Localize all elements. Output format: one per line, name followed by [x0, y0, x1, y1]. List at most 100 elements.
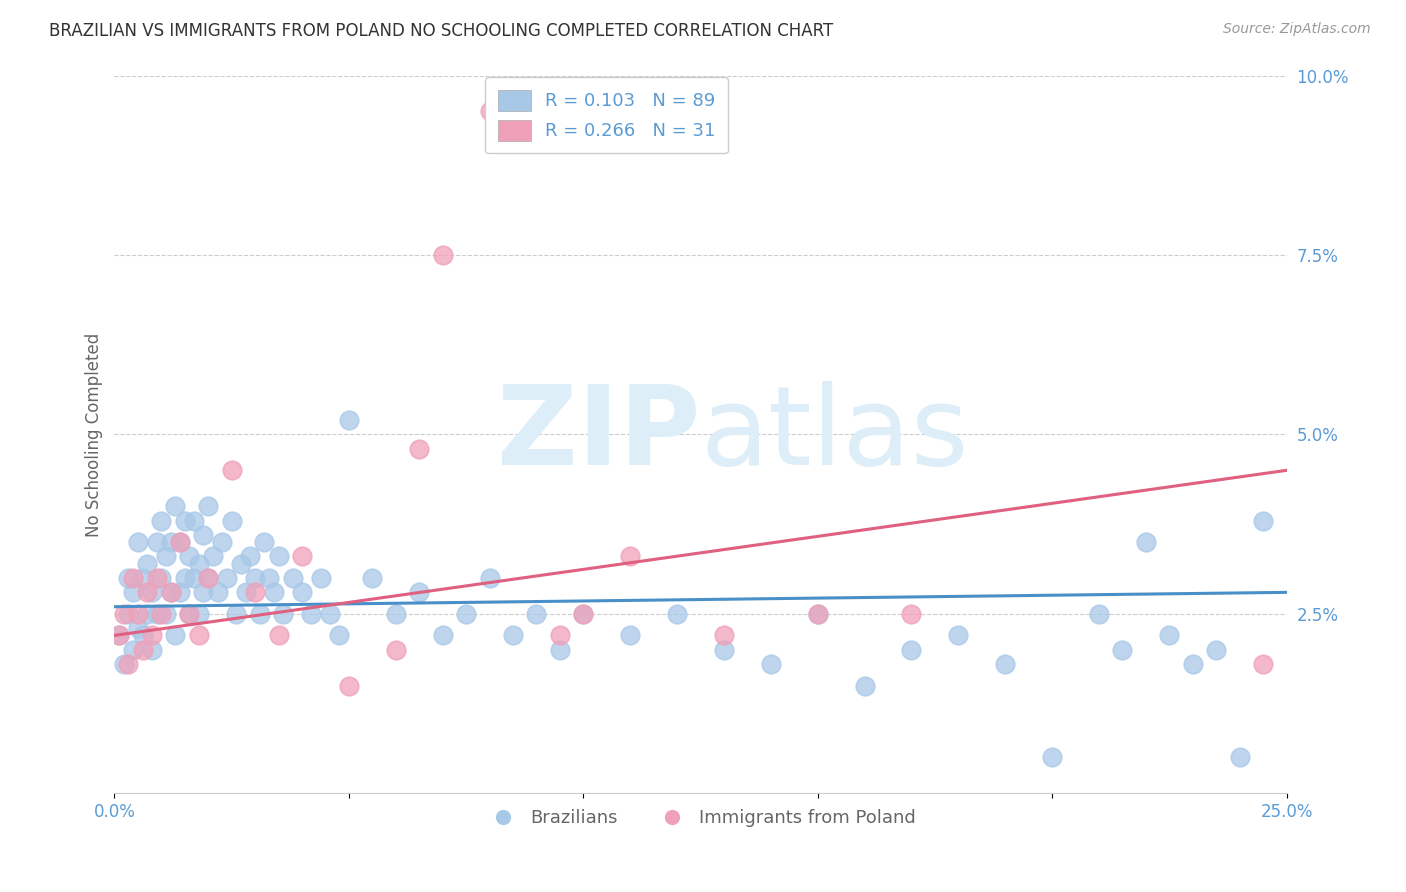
Point [263, 585, 285, 599]
Text: Source: ZipAtlas.com: Source: ZipAtlas.com [1223, 22, 1371, 37]
Point [454, 607, 477, 621]
Point [1111, 642, 1133, 657]
Point [187, 557, 209, 571]
Point [108, 628, 131, 642]
Point [127, 607, 149, 621]
Point [235, 585, 257, 599]
Point [548, 642, 571, 657]
Point [187, 607, 209, 621]
Point [136, 557, 159, 571]
Point [150, 571, 173, 585]
Legend: Brazilians, Immigrants from Poland: Brazilians, Immigrants from Poland [478, 802, 924, 835]
Point [179, 607, 201, 621]
Point [145, 607, 167, 621]
Point [526, 607, 548, 621]
Point [117, 571, 139, 585]
Point [281, 571, 304, 585]
Point [432, 248, 454, 262]
Point [165, 628, 187, 642]
Point [478, 104, 501, 119]
Point [197, 571, 219, 585]
Point [759, 657, 782, 672]
Point [127, 621, 149, 635]
Point [225, 607, 247, 621]
Point [713, 642, 735, 657]
Text: atlas: atlas [700, 381, 969, 488]
Point [141, 642, 163, 657]
Point [150, 607, 173, 621]
Point [169, 535, 191, 549]
Point [361, 571, 384, 585]
Point [122, 585, 145, 599]
Point [249, 607, 271, 621]
Point [319, 607, 342, 621]
Point [179, 607, 201, 621]
Point [150, 514, 173, 528]
Point [900, 607, 922, 621]
Point [159, 585, 181, 599]
Point [117, 607, 139, 621]
Point [1135, 535, 1157, 549]
Point [271, 607, 294, 621]
Point [215, 571, 238, 585]
Point [136, 585, 159, 599]
Point [948, 628, 970, 642]
Point [141, 628, 163, 642]
Point [299, 607, 322, 621]
Point [229, 557, 252, 571]
Point [666, 607, 689, 621]
Point [155, 607, 177, 621]
Text: BRAZILIAN VS IMMIGRANTS FROM POLAND NO SCHOOLING COMPLETED CORRELATION CHART: BRAZILIAN VS IMMIGRANTS FROM POLAND NO S… [49, 22, 834, 40]
Point [112, 657, 135, 672]
Point [173, 571, 195, 585]
Point [1088, 607, 1111, 621]
Point [193, 528, 215, 542]
Point [193, 585, 215, 599]
Point [141, 585, 163, 599]
Point [159, 535, 181, 549]
Point [900, 642, 922, 657]
Point [127, 535, 149, 549]
Point [145, 571, 167, 585]
Point [201, 549, 224, 564]
Point [187, 628, 209, 642]
Point [994, 657, 1017, 672]
Point [408, 442, 430, 456]
Point [239, 549, 262, 564]
Point [1251, 514, 1274, 528]
Point [1251, 657, 1274, 672]
Point [221, 463, 243, 477]
Point [155, 549, 177, 564]
Point [169, 585, 191, 599]
Y-axis label: No Schooling Completed: No Schooling Completed [86, 333, 103, 537]
Point [328, 628, 350, 642]
Point [131, 628, 153, 642]
Point [207, 585, 229, 599]
Point [713, 628, 735, 642]
Point [243, 571, 266, 585]
Point [548, 628, 571, 642]
Point [291, 549, 314, 564]
Point [853, 679, 876, 693]
Point [131, 642, 153, 657]
Point [309, 571, 332, 585]
Point [131, 571, 153, 585]
Point [291, 585, 314, 599]
Point [572, 607, 595, 621]
Point [108, 628, 131, 642]
Point [1229, 750, 1251, 764]
Point [1040, 750, 1063, 764]
Point [197, 571, 219, 585]
Point [337, 413, 360, 427]
Point [432, 628, 454, 642]
Point [112, 607, 135, 621]
Point [267, 628, 290, 642]
Point [1205, 642, 1227, 657]
Text: ZIP: ZIP [498, 381, 700, 488]
Point [173, 514, 195, 528]
Point [145, 535, 167, 549]
Point [183, 571, 205, 585]
Point [807, 607, 830, 621]
Point [267, 549, 290, 564]
Point [197, 500, 219, 514]
